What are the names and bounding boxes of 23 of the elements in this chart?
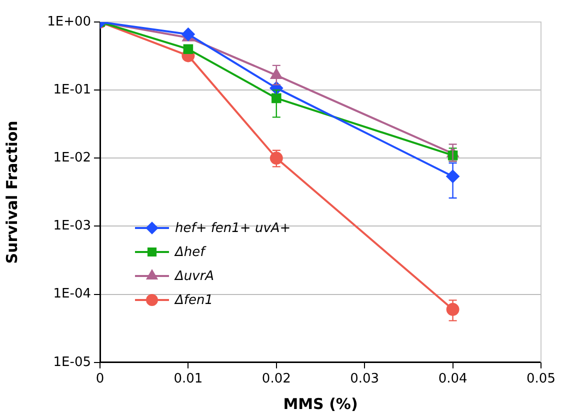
point: [270, 68, 282, 80]
x-axis-title: MMS (%): [283, 394, 358, 413]
point: [183, 44, 194, 54]
y-axis-title: Survival Fraction: [2, 120, 21, 264]
y-tick-label: 1E-03: [53, 218, 91, 234]
x-tick-label: 0: [96, 372, 104, 387]
x-tick-label: 0.04: [438, 372, 468, 387]
legend-label: Δfen1: [175, 292, 213, 308]
y-tick-label: 1E-01: [53, 82, 91, 98]
legend-label: ΔuvrA: [175, 268, 214, 284]
point: [270, 152, 283, 165]
y-tick-label: 1E-05: [53, 354, 91, 370]
x-tick-label: 0.01: [174, 372, 203, 387]
point: [272, 93, 282, 104]
legend-label: hef+ fen1+ uvA+: [175, 220, 291, 236]
y-tick-label: 1E-02: [53, 150, 91, 166]
legend-label: Δhef: [175, 244, 205, 260]
x-tick-label: 0.03: [350, 372, 380, 387]
x-tick-label: 0.05: [526, 372, 556, 387]
x-tick-label: 0.02: [262, 372, 291, 387]
y-tick-label: 1E-04: [53, 286, 91, 302]
y-tick-label: 1E+00: [47, 14, 91, 30]
point: [182, 28, 195, 41]
